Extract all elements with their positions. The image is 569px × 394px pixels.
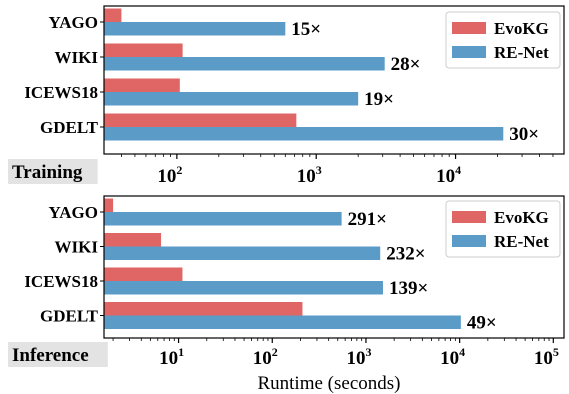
speedup-label: 19× bbox=[364, 89, 394, 110]
panel-inference: YAGO 291× WIKI 232× ICEWS18 139× GDELT 49× 101 10… bbox=[8, 195, 565, 394]
speedup-label: 15× bbox=[291, 19, 321, 40]
bar-evokg-wiki bbox=[104, 233, 162, 247]
bar-evokg-gdelt bbox=[104, 302, 303, 316]
legend-label-re-net: RE-Net bbox=[494, 232, 549, 251]
bar-evokg-icews18 bbox=[104, 267, 183, 281]
category-label: GDELT bbox=[40, 307, 99, 326]
x-tick-label: 102 bbox=[157, 163, 182, 187]
x-tick-label: 103 bbox=[297, 163, 322, 187]
x-tick-label: 103 bbox=[346, 345, 371, 369]
bar-re-net-wiki bbox=[104, 57, 385, 71]
bar-evokg-yago bbox=[104, 8, 122, 22]
panel-tag-background bbox=[8, 342, 108, 367]
bar-evokg-icews18 bbox=[104, 78, 180, 92]
category-label: YAGO bbox=[49, 13, 98, 32]
speedup-label: 291× bbox=[348, 209, 387, 230]
panel-training: YAGO 15× WIKI 28× ICEWS18 19× GDELT 30× 102 103 10… bbox=[8, 5, 565, 187]
bar-re-net-icews18 bbox=[104, 92, 359, 106]
x-tick-label: 101 bbox=[159, 345, 184, 369]
panel-tag-background bbox=[8, 159, 98, 184]
legend-label-re-net: RE-Net bbox=[494, 43, 549, 62]
bar-evokg-gdelt bbox=[104, 113, 297, 127]
legend-swatch-evokg bbox=[452, 22, 486, 34]
category-label: YAGO bbox=[49, 203, 98, 222]
panel-tag: Training bbox=[12, 162, 83, 183]
category-label: GDELT bbox=[40, 118, 99, 137]
axes-frame bbox=[103, 5, 565, 155]
legend-swatch-evokg bbox=[452, 211, 486, 223]
bar-re-net-yago bbox=[104, 212, 342, 226]
axes-frame bbox=[103, 195, 565, 339]
legend-swatch-re-net bbox=[452, 46, 486, 58]
bar-re-net-gdelt bbox=[104, 315, 461, 329]
x-axis-title: Runtime (seconds) bbox=[257, 373, 400, 394]
bar-re-net-gdelt bbox=[104, 127, 504, 141]
speedup-label: 30× bbox=[509, 124, 539, 145]
category-label: ICEWS18 bbox=[24, 83, 98, 102]
legend-label-evokg: EvoKG bbox=[494, 208, 549, 227]
speedup-label: 28× bbox=[391, 54, 421, 75]
category-label: WIKI bbox=[55, 48, 99, 67]
legend-swatch-re-net bbox=[452, 235, 486, 247]
speedup-label: 232× bbox=[386, 243, 425, 264]
bar-re-net-wiki bbox=[104, 246, 381, 260]
category-label: WIKI bbox=[55, 238, 99, 257]
speedup-label: 49× bbox=[467, 312, 497, 333]
bar-re-net-yago bbox=[104, 22, 286, 36]
speedup-label: 139× bbox=[389, 278, 428, 299]
x-tick-label: 102 bbox=[253, 345, 278, 369]
bar-re-net-icews18 bbox=[104, 281, 383, 295]
legend-label-evokg: EvoKG bbox=[494, 19, 549, 38]
x-tick-label: 104 bbox=[440, 345, 465, 369]
category-label: ICEWS18 bbox=[24, 272, 98, 291]
x-tick-label: 105 bbox=[534, 345, 559, 369]
bar-evokg-yago bbox=[104, 198, 114, 212]
bar-evokg-wiki bbox=[104, 43, 183, 57]
panel-tag: Inference bbox=[12, 345, 89, 366]
x-tick-label: 104 bbox=[436, 163, 461, 187]
